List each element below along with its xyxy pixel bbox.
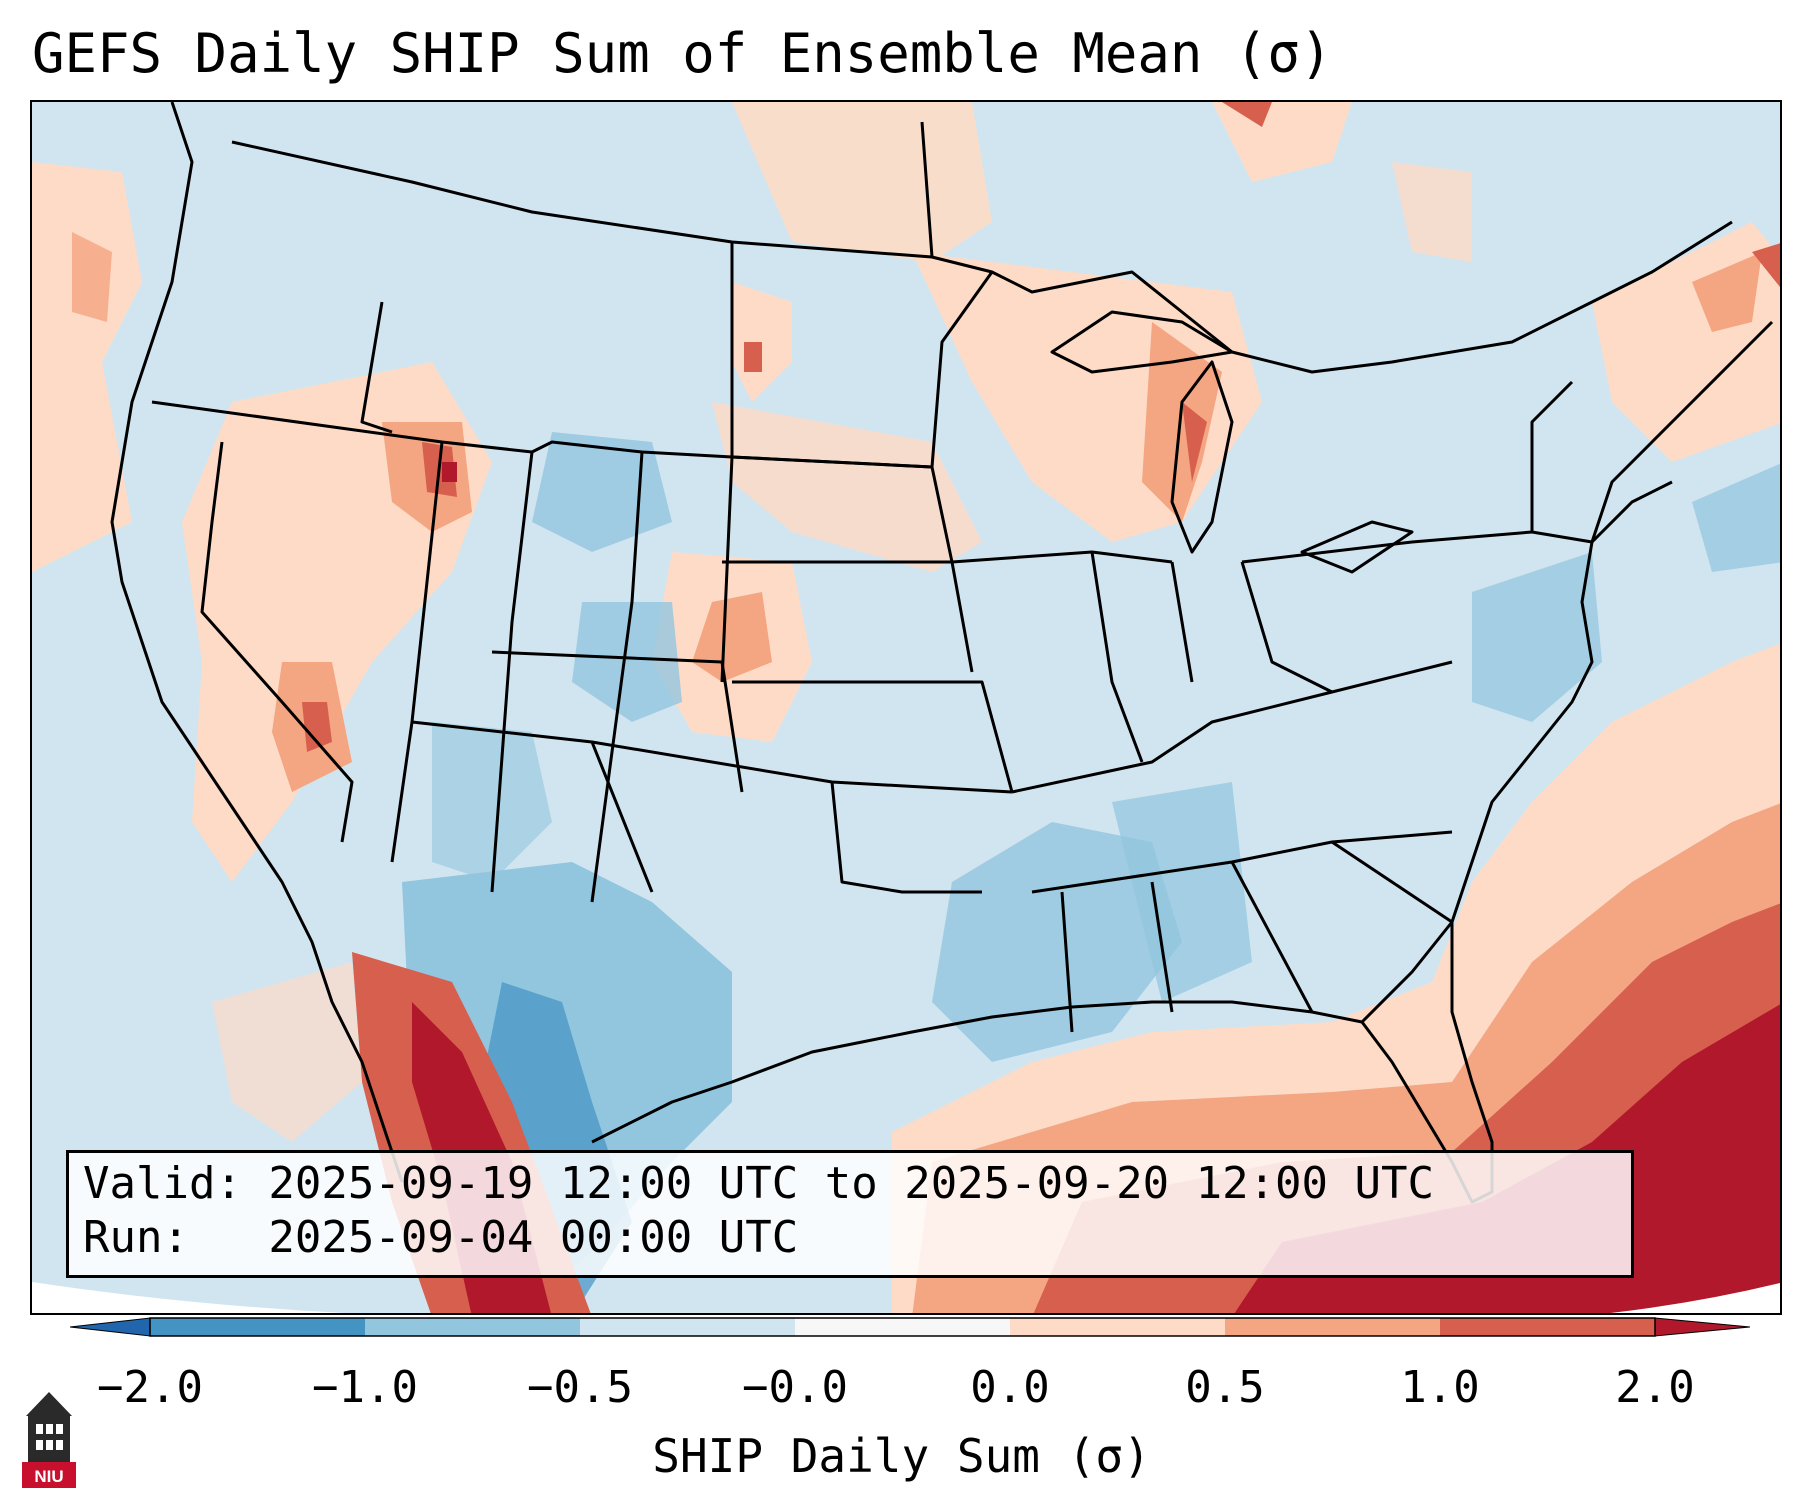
valid-time-text: Valid: 2025-09-19 12:00 UTC to 2025-09-2…	[83, 1158, 1435, 1209]
us-canada-border	[231, 140, 1733, 374]
colorbar-extend-high	[1654, 1317, 1750, 1337]
university-tower-icon: NIU	[22, 1392, 76, 1488]
lake-michigan-outline	[1170, 360, 1234, 554]
map-title: GEFS Daily SHIP Sum of Ensemble Mean (σ)	[32, 22, 1333, 85]
colorbar-tick-6: 1.0	[1400, 1362, 1480, 1413]
pacific-warm-anomaly	[32, 162, 142, 572]
colorbar-extend-low	[70, 1317, 151, 1337]
colorbar-segment-5	[1225, 1318, 1440, 1336]
canada-warm-patch	[732, 102, 992, 262]
colorbar-segment-1	[365, 1318, 580, 1336]
map-panel	[30, 100, 1782, 1315]
colorbar-segment-0	[150, 1318, 365, 1336]
colorbar-tick-3: −0.0	[742, 1362, 848, 1413]
colorbar-tick-4: 0.0	[970, 1362, 1050, 1413]
colorbar-segment-3	[795, 1318, 1010, 1336]
valid-run-info-box: Valid: 2025-09-19 12:00 UTC to 2025-09-2…	[66, 1150, 1634, 1278]
lake-erie-outline	[1300, 520, 1414, 574]
atlantic-coastline	[1450, 320, 1774, 923]
colorbar	[70, 1317, 1750, 1337]
colorbar-label: SHIP Daily Sum (σ)	[652, 1429, 1151, 1483]
colorbar-segment-4	[1010, 1318, 1225, 1336]
colorbar-tick-2: −0.5	[527, 1362, 633, 1413]
colorbar-segment-2	[580, 1318, 795, 1336]
colorbar-segment-6	[1440, 1318, 1655, 1336]
gulf-coastline	[591, 921, 1454, 1144]
logo-text: NIU	[34, 1467, 63, 1486]
colorbar-tick-7: 2.0	[1615, 1362, 1695, 1413]
colorbar-tick-5: 0.5	[1185, 1362, 1265, 1413]
ship-anomaly-map	[32, 102, 1780, 1313]
colorbar-tick-0: −2.0	[97, 1362, 203, 1413]
state-borders	[110, 102, 1774, 1204]
pacific-coastline	[110, 102, 404, 1183]
lake-superior-outline	[1050, 310, 1234, 374]
run-time-text: Run: 2025-09-04 00:00 UTC	[83, 1212, 799, 1263]
colorbar-tick-1: −1.0	[312, 1362, 418, 1413]
